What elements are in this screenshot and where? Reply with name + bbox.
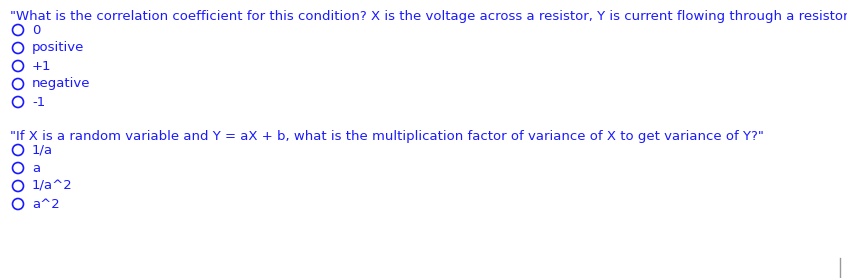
Text: "If X is a random variable and Y = aX + b, what is the multiplication factor of : "If X is a random variable and Y = aX + … [10,130,764,143]
Text: positive: positive [32,41,85,54]
Text: negative: negative [32,78,91,91]
Text: 0: 0 [32,24,41,36]
Text: "What is the correlation coefficient for this condition? X is the voltage across: "What is the correlation coefficient for… [10,10,847,23]
Text: a: a [32,162,40,175]
Text: 1/a^2: 1/a^2 [32,180,73,192]
Text: +1: +1 [32,59,52,73]
Text: a^2: a^2 [32,197,60,210]
Text: 1/a: 1/a [32,143,53,157]
Text: -1: -1 [32,96,45,108]
